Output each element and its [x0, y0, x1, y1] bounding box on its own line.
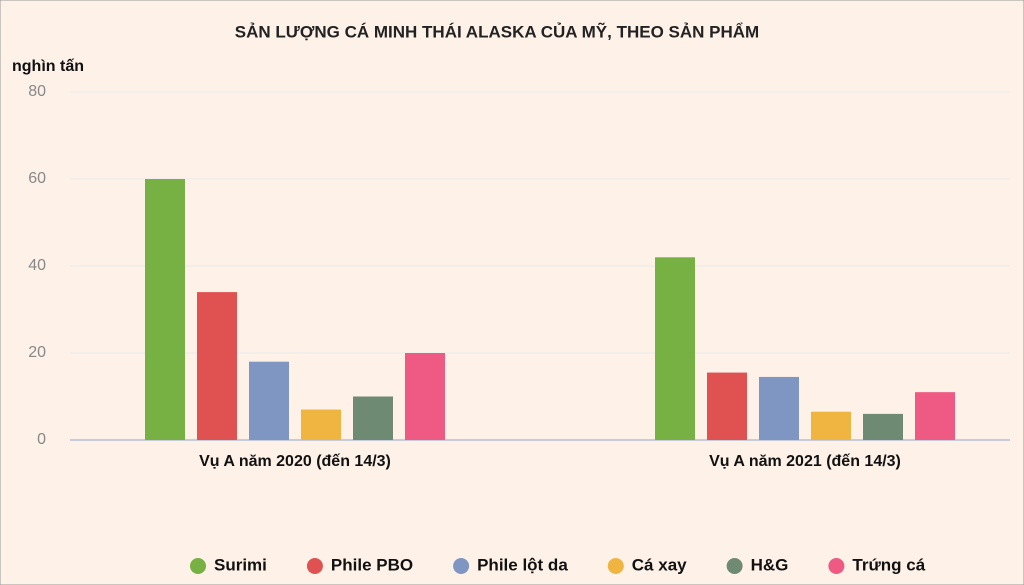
- bar: [301, 409, 341, 440]
- x-tick-label: Vụ A năm 2020 (đến 14/3): [199, 453, 391, 470]
- legend-label: Trứng cá: [852, 555, 925, 574]
- y-axis-label: nghìn tấn: [12, 58, 84, 75]
- bar: [353, 396, 393, 440]
- legend-marker: [306, 558, 323, 574]
- y-tick-label: 60: [28, 170, 46, 187]
- legend-label: Phile PBO: [331, 555, 413, 574]
- bar: [249, 361, 289, 440]
- bar: [197, 292, 237, 440]
- x-tick-label: Vụ A năm 2021 (đến 14/3): [709, 453, 901, 470]
- legend-marker: [607, 558, 624, 574]
- y-tick-label: 0: [37, 431, 46, 448]
- legend-marker: [726, 558, 743, 574]
- bar: [145, 179, 185, 440]
- bar: [915, 392, 955, 440]
- legend-label: Phile lột da: [477, 555, 568, 574]
- legend-label: Surimi: [214, 555, 267, 574]
- chart-title: SẢN LƯỢNG CÁ MINH THÁI ALASKA CỦA MỸ, TH…: [235, 21, 759, 41]
- legend-label: H&G: [751, 555, 789, 574]
- legend-marker: [190, 558, 206, 574]
- y-tick-label: 20: [28, 344, 46, 361]
- bar: [405, 353, 445, 440]
- bar: [811, 411, 851, 440]
- legend-label: Cá xay: [632, 555, 687, 574]
- bar: [759, 376, 799, 440]
- legend-marker: [828, 558, 845, 574]
- bar: [707, 372, 747, 440]
- legend-marker: [453, 558, 470, 574]
- y-tick-label: 80: [28, 83, 46, 100]
- y-tick-label: 40: [28, 257, 46, 274]
- bar: [863, 413, 903, 440]
- bar: [655, 257, 695, 440]
